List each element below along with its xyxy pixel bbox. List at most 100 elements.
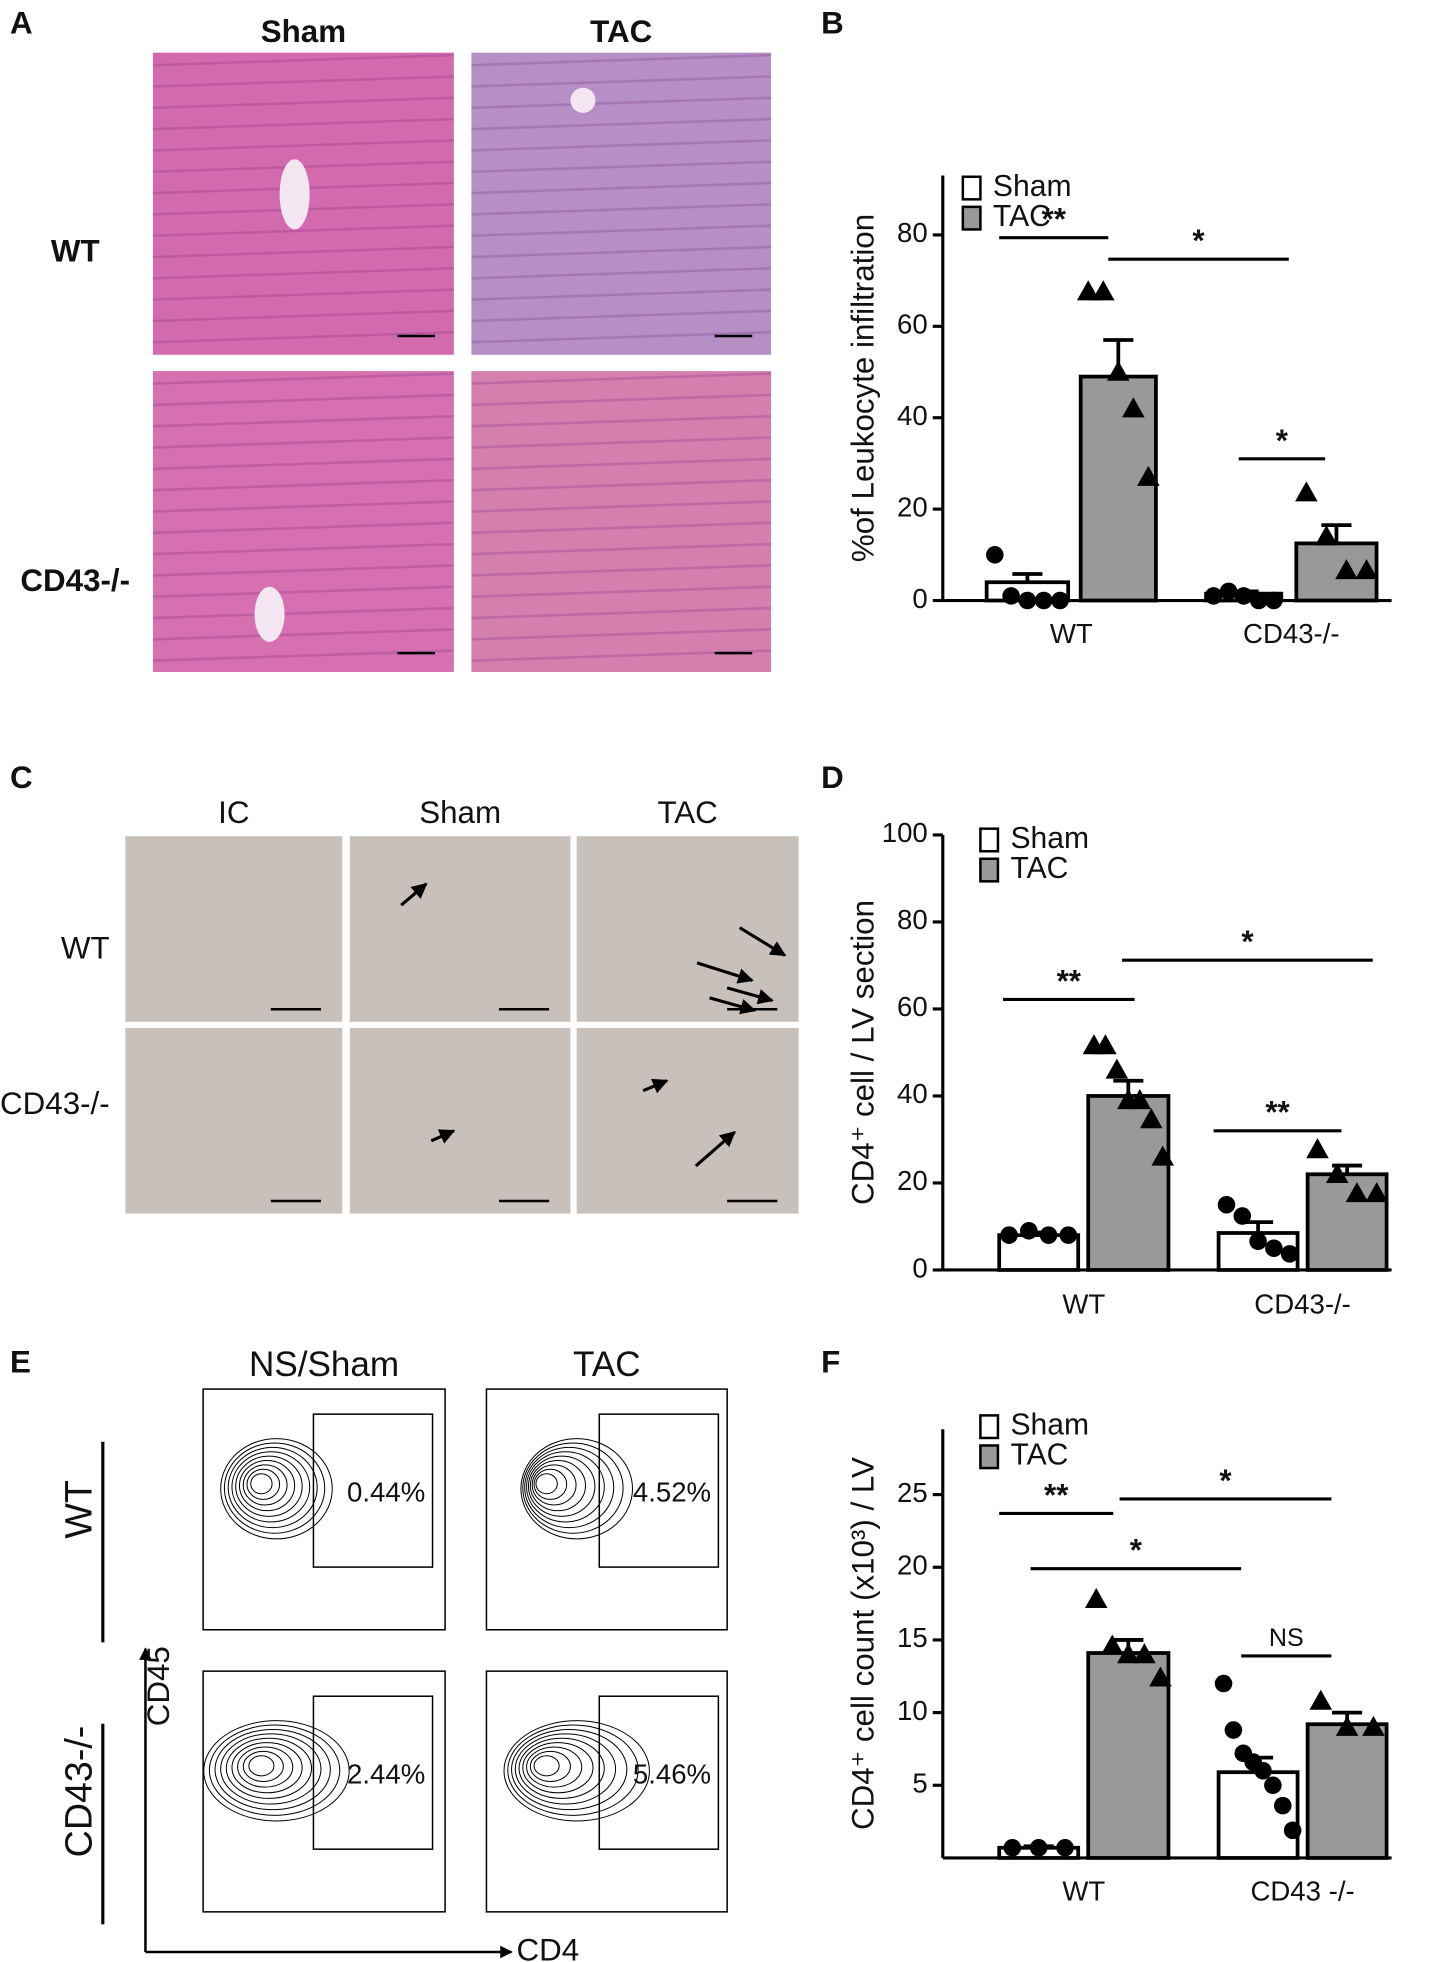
contour <box>522 1442 624 1534</box>
data-point <box>1105 1058 1129 1079</box>
panel-letter: E <box>10 1344 31 1379</box>
data-point <box>1059 1226 1078 1244</box>
gate <box>598 1695 720 1850</box>
texture <box>152 414 454 428</box>
y-tick-label: 0 <box>912 1252 927 1283</box>
column-header: Sham <box>419 795 501 830</box>
texture <box>152 330 454 344</box>
column-header: NS/Sham <box>249 1345 399 1384</box>
texture <box>471 606 772 620</box>
data-point <box>1224 1721 1243 1739</box>
data-point <box>1107 360 1130 381</box>
texture <box>152 245 454 259</box>
texture <box>152 288 454 301</box>
contour <box>225 1737 313 1799</box>
x-tick-label: WT <box>1062 1875 1105 1906</box>
texture <box>471 500 772 513</box>
ihc-image <box>576 836 799 1022</box>
arrow <box>709 996 757 1015</box>
gate-percent: 5.46% <box>633 1759 711 1790</box>
data-point <box>1264 591 1283 610</box>
contour <box>526 1746 583 1788</box>
texture <box>152 457 454 471</box>
x-tick-label: CD43-/- <box>1254 1289 1351 1320</box>
flow-plot <box>485 1670 728 1913</box>
column-header: TAC <box>573 1345 641 1384</box>
row-header: WT <box>61 931 110 966</box>
contour <box>507 1724 639 1816</box>
data-point <box>1335 559 1358 580</box>
flow-plot <box>202 1670 446 1913</box>
y-axis-label: CD4⁺ cell count (x10³) / LV <box>845 1457 880 1830</box>
data-point <box>1264 1776 1282 1795</box>
texture <box>152 309 454 323</box>
significance-label: ** <box>1044 1477 1069 1512</box>
ihc-image <box>125 836 343 1022</box>
row-header: WT <box>57 1480 99 1538</box>
data-point <box>986 546 1004 564</box>
panel-letter: F <box>821 1344 840 1379</box>
data-point <box>1335 1715 1359 1736</box>
contour <box>514 1733 617 1805</box>
texture <box>471 245 772 259</box>
significance-label: * <box>1192 223 1205 258</box>
vessel <box>279 159 310 230</box>
y-tick-label: 25 <box>897 1477 928 1508</box>
data-point <box>1000 1226 1018 1244</box>
arrow <box>696 961 754 984</box>
contour <box>527 1455 596 1517</box>
y-tick-label: 15 <box>897 1622 928 1653</box>
error-bar <box>1012 572 1043 583</box>
significance-label: NS <box>1269 1624 1304 1652</box>
data-point <box>1249 591 1268 610</box>
texture <box>152 564 454 577</box>
texture <box>152 96 454 110</box>
row-header: WT <box>51 234 100 269</box>
data-point <box>1309 1689 1333 1710</box>
data-point <box>1365 1182 1388 1203</box>
contour <box>529 1460 586 1512</box>
data-point <box>1029 1838 1048 1857</box>
texture <box>152 542 454 556</box>
significance-label: * <box>1130 1533 1143 1568</box>
histology-image <box>152 371 454 672</box>
data-point <box>1094 1034 1117 1055</box>
contour <box>529 1750 571 1782</box>
texture <box>471 139 772 152</box>
texture <box>152 139 454 152</box>
texture <box>152 53 454 67</box>
contour <box>250 1473 273 1495</box>
data-point <box>1117 1643 1140 1664</box>
data-point <box>1217 1195 1236 1214</box>
significance-label: ** <box>1057 963 1082 998</box>
y-axis-label: %of Leukocyte infiltration <box>845 214 880 562</box>
data-point <box>1234 587 1253 605</box>
y-axis-label: CD4⁺ cell / LV section <box>845 900 880 1205</box>
texture <box>471 181 772 195</box>
y-tick-label: 5 <box>912 1768 927 1799</box>
data-point <box>1056 1838 1074 1857</box>
texture <box>471 160 772 174</box>
data-point <box>1233 1207 1252 1225</box>
contour <box>518 1737 605 1799</box>
texture <box>152 521 454 535</box>
contour <box>520 1438 634 1540</box>
column-header: Sham <box>261 14 346 49</box>
contour <box>524 1446 615 1529</box>
data-point <box>1325 1162 1349 1184</box>
data-point <box>1076 280 1100 301</box>
legend-label: TAC <box>1010 1439 1068 1472</box>
legend-label: TAC <box>993 200 1051 233</box>
data-point <box>1128 1089 1152 1110</box>
data-point <box>1265 1239 1283 1257</box>
y-tick-label: 20 <box>897 1165 928 1196</box>
contour <box>522 1742 594 1794</box>
contour <box>223 1442 326 1534</box>
data-point <box>1133 1643 1156 1664</box>
data-point <box>1137 465 1160 486</box>
data-point <box>1051 591 1069 610</box>
significance-label: ** <box>1042 202 1067 237</box>
column-header: TAC <box>590 14 652 49</box>
contour <box>533 1468 568 1500</box>
contour <box>246 1468 281 1500</box>
